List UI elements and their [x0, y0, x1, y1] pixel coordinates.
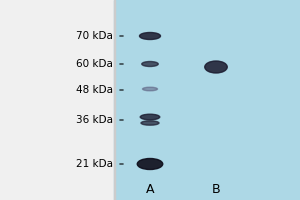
- Ellipse shape: [141, 121, 159, 125]
- Text: 70 kDa: 70 kDa: [76, 31, 112, 41]
- Ellipse shape: [137, 158, 163, 170]
- Text: A: A: [146, 183, 154, 196]
- Text: 21 kDa: 21 kDa: [76, 159, 112, 169]
- Bar: [114, 0, 300, 200]
- Ellipse shape: [142, 87, 158, 91]
- Bar: [0, 0, 114, 200]
- Ellipse shape: [142, 62, 158, 66]
- Text: B: B: [212, 183, 220, 196]
- Bar: [114, 0, 115, 200]
- Text: 60 kDa: 60 kDa: [76, 59, 112, 69]
- Ellipse shape: [140, 114, 160, 120]
- Ellipse shape: [140, 32, 160, 40]
- Text: 48 kDa: 48 kDa: [76, 85, 112, 95]
- Text: 36 kDa: 36 kDa: [76, 115, 112, 125]
- Ellipse shape: [205, 61, 227, 73]
